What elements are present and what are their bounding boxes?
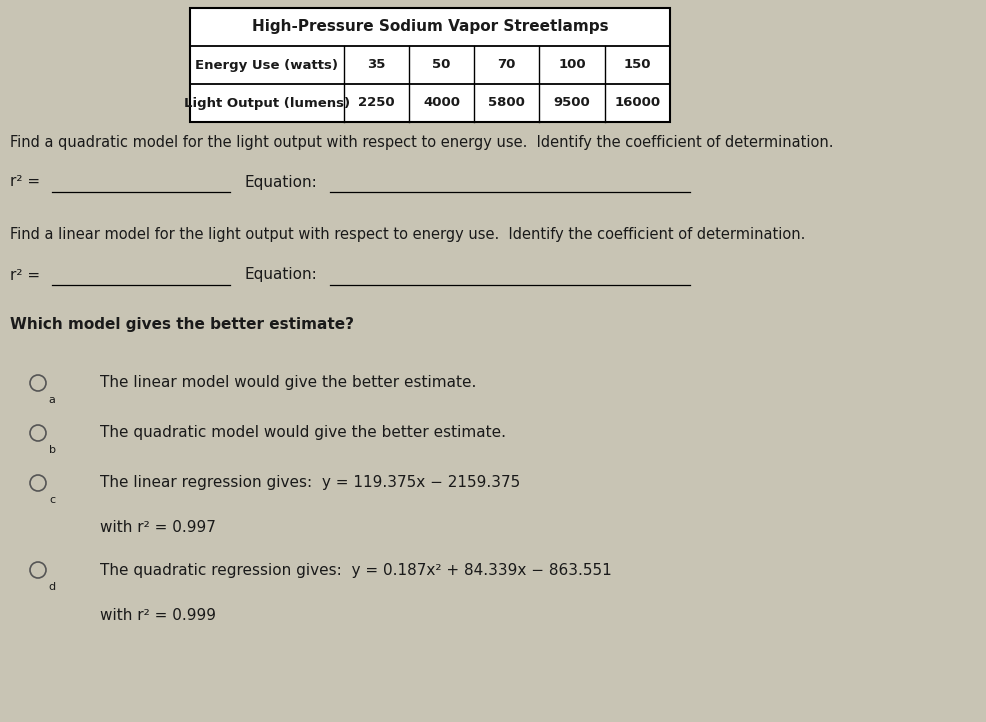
Text: The quadratic regression gives:  y = 0.187x² + 84.339x − 863.551: The quadratic regression gives: y = 0.18… — [100, 562, 611, 578]
Text: 50: 50 — [432, 58, 451, 71]
Text: Energy Use (watts): Energy Use (watts) — [195, 58, 338, 71]
Text: 16000: 16000 — [613, 97, 660, 110]
Text: Which model gives the better estimate?: Which model gives the better estimate? — [10, 318, 354, 333]
Text: 150: 150 — [623, 58, 651, 71]
Text: with r² = 0.999: with r² = 0.999 — [100, 607, 216, 622]
FancyBboxPatch shape — [0, 0, 699, 722]
Text: b: b — [48, 445, 55, 455]
Text: 70: 70 — [497, 58, 516, 71]
Text: High-Pressure Sodium Vapor Streetlamps: High-Pressure Sodium Vapor Streetlamps — [251, 19, 607, 35]
Text: with r² = 0.997: with r² = 0.997 — [100, 521, 216, 536]
Text: 100: 100 — [558, 58, 586, 71]
Text: 9500: 9500 — [553, 97, 590, 110]
FancyBboxPatch shape — [190, 8, 669, 122]
Text: The linear model would give the better estimate.: The linear model would give the better e… — [100, 375, 476, 391]
Text: 2250: 2250 — [358, 97, 394, 110]
Text: Equation:: Equation: — [245, 175, 317, 189]
Text: c: c — [49, 495, 55, 505]
Text: r² =: r² = — [10, 267, 40, 282]
Text: 4000: 4000 — [423, 97, 459, 110]
Text: a: a — [48, 395, 55, 405]
Text: d: d — [48, 582, 55, 592]
Text: Find a linear model for the light output with respect to energy use.  Identify t: Find a linear model for the light output… — [10, 227, 805, 243]
Text: r² =: r² = — [10, 175, 40, 189]
Text: 35: 35 — [367, 58, 386, 71]
Text: Light Output (lumens): Light Output (lumens) — [183, 97, 349, 110]
Text: The linear regression gives:  y = 119.375x − 2159.375: The linear regression gives: y = 119.375… — [100, 476, 520, 490]
Text: The quadratic model would give the better estimate.: The quadratic model would give the bette… — [100, 425, 506, 440]
Text: 5800: 5800 — [488, 97, 525, 110]
Text: Find a quadratic model for the light output with respect to energy use.  Identif: Find a quadratic model for the light out… — [10, 136, 832, 150]
Text: Equation:: Equation: — [245, 267, 317, 282]
